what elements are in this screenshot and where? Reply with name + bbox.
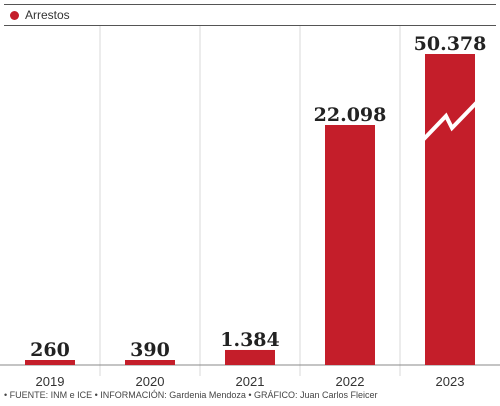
x-tick-label: 2020 <box>136 374 165 389</box>
x-tick-label: 2022 <box>336 374 365 389</box>
bar-2019 <box>25 360 75 365</box>
value-label: 1.384 <box>220 329 280 351</box>
x-tick-label: 2023 <box>436 374 465 389</box>
source-credits: • FUENTE: INM e ICE • INFORMACIÓN: Garde… <box>4 390 378 400</box>
legend-label: Arrestos <box>25 8 70 22</box>
value-label: 50.378 <box>414 33 487 55</box>
x-tick-label: 2019 <box>36 374 65 389</box>
value-label: 260 <box>30 339 70 361</box>
value-label: 390 <box>130 339 170 361</box>
bar-2023 <box>425 54 475 365</box>
value-label: 22.098 <box>314 104 387 126</box>
bar-2020 <box>125 360 175 365</box>
legend: Arrestos <box>4 4 496 26</box>
bar-2022 <box>325 125 375 365</box>
legend-swatch <box>10 10 19 20</box>
axis-break-mark <box>419 96 483 144</box>
x-tick-label: 2021 <box>236 374 265 389</box>
bar-2021 <box>225 349 275 365</box>
